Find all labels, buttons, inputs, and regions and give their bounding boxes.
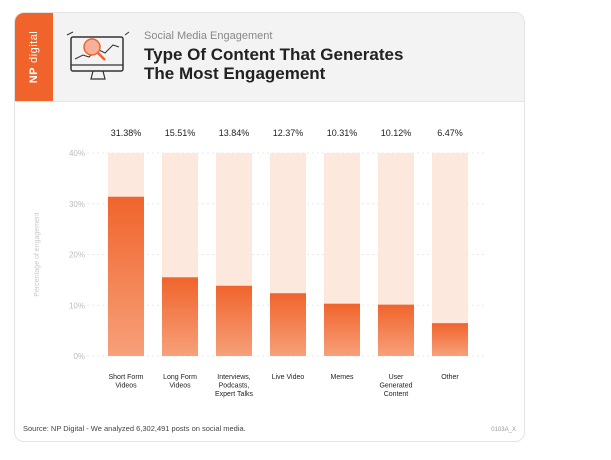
y-tick-label: 40% bbox=[69, 149, 85, 158]
bar-chart: 0% 10% 20% 30% 40% Percentage of engagement 31… bbox=[34, 128, 485, 398]
data-label: 15.51% bbox=[165, 128, 196, 138]
x-tick-label: Memes bbox=[331, 374, 354, 381]
figure-code: 0103A_X bbox=[491, 427, 516, 433]
bar bbox=[108, 196, 144, 356]
page-title: Type Of Content That Generates The Most … bbox=[144, 45, 404, 83]
y-tick-label: 30% bbox=[69, 200, 85, 209]
monitor-chart-icon bbox=[66, 31, 130, 80]
brand-strip: NPdigital bbox=[15, 13, 53, 101]
bar bbox=[324, 303, 360, 356]
x-tick-label: Live Video bbox=[272, 374, 305, 381]
data-label: 13.84% bbox=[219, 128, 250, 138]
y-tick-label: 10% bbox=[69, 301, 85, 310]
infographic-card: NPdigital Social Media Engagement Type O… bbox=[14, 12, 525, 442]
data-label: 10.12% bbox=[381, 128, 412, 138]
bar bbox=[270, 293, 306, 356]
x-tick-label: Other bbox=[441, 374, 459, 381]
x-tick-label: Short Form Videos bbox=[108, 374, 143, 390]
source-note: Source: NP Digital - We analyzed 6,302,4… bbox=[23, 424, 246, 433]
bar-background bbox=[432, 153, 468, 356]
data-label: 12.37% bbox=[273, 128, 304, 138]
y-tick-label: 20% bbox=[69, 251, 85, 260]
bar bbox=[216, 285, 252, 356]
data-label: 10.31% bbox=[327, 128, 358, 138]
data-label: 6.47% bbox=[437, 128, 463, 138]
bar bbox=[162, 277, 198, 356]
x-tick-label: User Generated Content bbox=[379, 374, 412, 398]
x-tick-label: Interviews, Podcasts, Expert Talks bbox=[215, 374, 253, 398]
header: NPdigital Social Media Engagement Type O… bbox=[15, 13, 524, 102]
data-label: 31.38% bbox=[111, 128, 142, 138]
y-tick-label: 0% bbox=[73, 352, 85, 361]
bar bbox=[432, 323, 468, 356]
y-axis-label: Percentage of engagement bbox=[34, 212, 41, 297]
x-tick-label: Long Form Videos bbox=[163, 374, 197, 390]
bar bbox=[378, 304, 414, 356]
subtitle: Social Media Engagement bbox=[144, 30, 273, 42]
